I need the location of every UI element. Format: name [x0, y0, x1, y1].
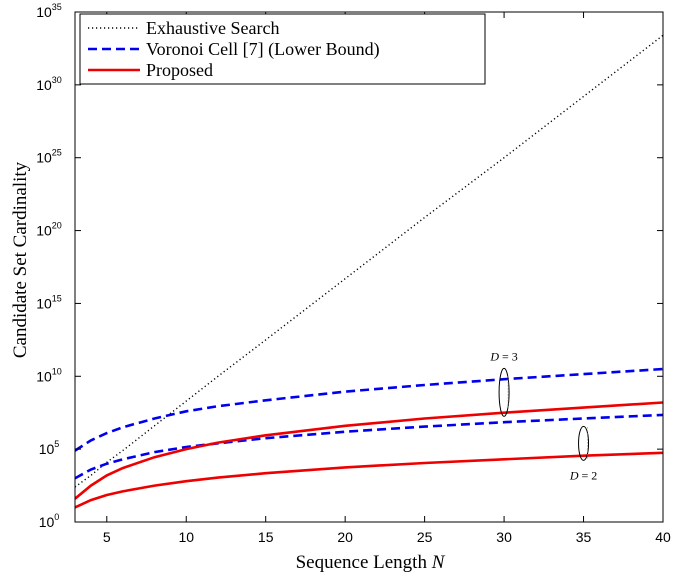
x-tick-label: 5 [103, 529, 111, 545]
x-tick-label: 25 [417, 529, 433, 545]
annotation-layer: D = 3 D = 2 [489, 349, 597, 482]
plot-background [75, 12, 663, 522]
x-tick-label: 35 [576, 529, 592, 545]
series-line-0 [75, 34, 663, 488]
annotation-ellipse [578, 425, 590, 461]
annotation-label: D = 3 [489, 349, 517, 363]
annotation-label: D = 2 [569, 468, 597, 482]
legend-label: Proposed [146, 60, 213, 80]
series-line-1 [75, 367, 663, 452]
y-tick-label: 1035 [36, 2, 62, 20]
legend-label: Voronoi Cell [7] (Lower Bound) [146, 39, 380, 60]
legend-label: Exhaustive Search [146, 18, 279, 38]
x-axis-title: Sequence Length N [296, 552, 446, 573]
series-line-3 [75, 401, 663, 500]
x-tick-label: 20 [337, 529, 353, 545]
y-tick-label: 1030 [36, 75, 62, 93]
y-tick-label: 1020 [36, 221, 62, 239]
x-tick-label: 40 [655, 529, 671, 545]
y-tick-label: 1025 [36, 148, 62, 166]
y-tick-label: 100 [39, 512, 60, 530]
series-line-4 [75, 451, 663, 509]
x-tick-label: 30 [496, 529, 512, 545]
y-tick-label: 1010 [36, 366, 62, 384]
y-tick-label: 105 [39, 439, 60, 457]
x-tick-label: 10 [178, 529, 194, 545]
x-tick-label: 15 [258, 529, 274, 545]
y-axis-title: Candidate Set Cardinality [10, 161, 31, 358]
plot-area [75, 12, 663, 522]
series-layer [75, 34, 663, 509]
tick-layer: 5 10 15 20 25 30 35 401001051010101510201025103… [36, 2, 671, 545]
axes-frame [74, 11, 664, 523]
legend-box [79, 13, 486, 85]
y-tick-label: 1015 [36, 293, 62, 311]
annotation-ellipse [498, 367, 510, 417]
